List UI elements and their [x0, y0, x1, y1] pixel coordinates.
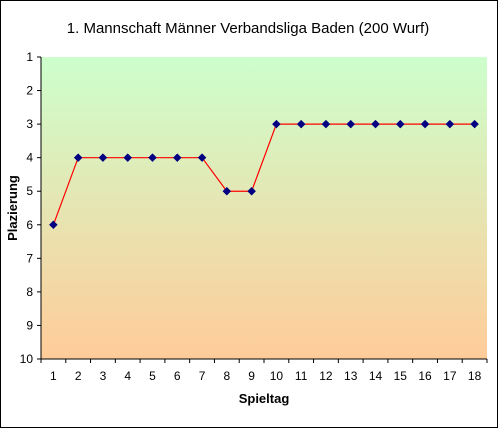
x-axis-label: Spieltag: [239, 391, 290, 406]
x-tick-label: 12: [319, 369, 333, 383]
data-point-marker: [123, 153, 133, 163]
plot-area: [41, 57, 487, 359]
data-point-marker: [197, 153, 207, 163]
series-group: [49, 119, 479, 230]
data-point-marker: [222, 186, 232, 196]
x-tick-label: 18: [468, 369, 482, 383]
x-tick-label: 17: [443, 369, 457, 383]
x-tick-label: 1: [50, 369, 57, 383]
data-point-marker: [321, 119, 331, 129]
y-tick-label: 10: [20, 352, 34, 366]
x-tick-label: 10: [270, 369, 284, 383]
x-tick-label: 3: [100, 369, 107, 383]
data-point-marker: [445, 119, 455, 129]
data-point-marker: [148, 153, 157, 163]
x-tick-label: 9: [248, 369, 255, 383]
x-tick-label: 5: [149, 369, 156, 383]
data-point-marker: [420, 119, 430, 129]
x-tick-label: 15: [394, 369, 408, 383]
data-point-marker: [172, 153, 182, 163]
y-tick-label: 5: [26, 184, 33, 198]
y-tick-label: 9: [26, 318, 33, 332]
x-tick-label: 13: [344, 369, 358, 383]
data-point-marker: [49, 220, 58, 230]
y-tick-label: 6: [26, 218, 33, 232]
y-axis-tick-labels: 1 2 3 4 5 6 7 8 9 10: [20, 50, 34, 366]
y-tick-label: 4: [26, 151, 33, 165]
x-tick-label: 2: [75, 369, 82, 383]
data-point-marker: [470, 119, 479, 129]
data-point-marker: [371, 119, 380, 129]
y-tick-label: 2: [26, 84, 33, 98]
axes: [37, 56, 488, 363]
chart-title: 1. Mannschaft Männer Verbandsliga Baden …: [67, 20, 429, 37]
data-point-marker: [73, 153, 83, 163]
x-axis-tick-labels: 1 2 3 4 5 6 7 8 9 10 11 12 13 14 15 16 17 18: [50, 369, 482, 383]
x-tick-label: 16: [418, 369, 432, 383]
data-point-marker: [296, 119, 306, 129]
x-tick-label: 4: [124, 369, 131, 383]
y-tick-label: 7: [26, 251, 33, 265]
data-point-marker: [346, 119, 356, 129]
data-point-marker: [247, 186, 256, 196]
data-point-marker: [395, 119, 405, 129]
y-tick-label: 1: [26, 50, 33, 64]
x-tick-label: 6: [174, 369, 181, 383]
data-point-marker: [98, 153, 108, 163]
data-point-marker: [272, 119, 281, 129]
x-tick-label: 8: [223, 369, 230, 383]
y-axis-label: Plazierung: [5, 175, 20, 241]
x-tick-label: 11: [295, 369, 308, 383]
x-tick-label: 7: [199, 369, 206, 383]
x-tick-label: 14: [369, 369, 383, 383]
y-tick-label: 3: [26, 117, 33, 131]
y-tick-label: 8: [26, 285, 33, 299]
